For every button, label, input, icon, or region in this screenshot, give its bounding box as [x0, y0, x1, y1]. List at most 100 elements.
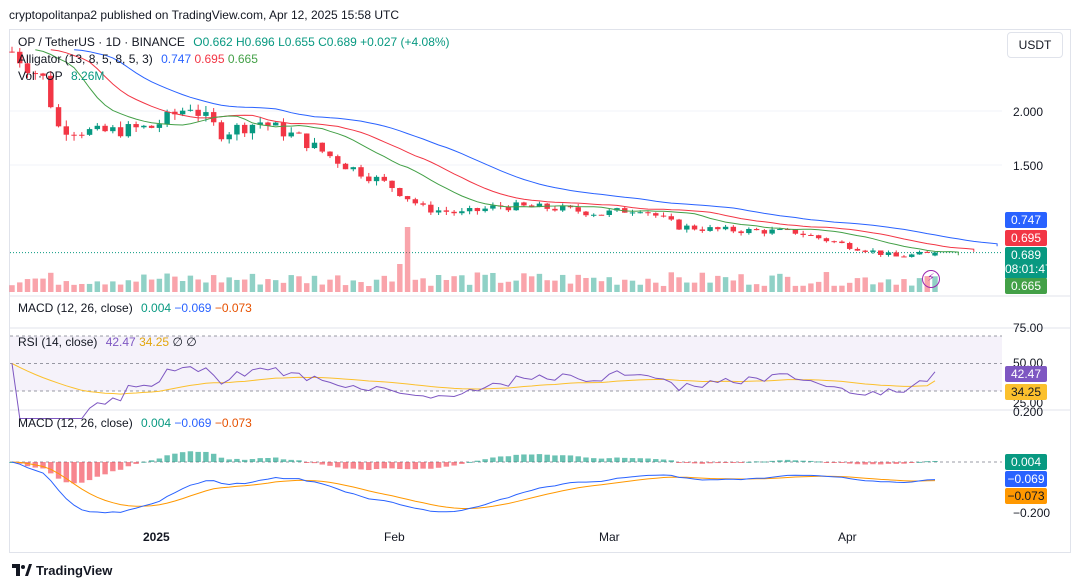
macd-histogram-bar [777, 460, 783, 462]
volume-bar [544, 280, 550, 292]
macd-histogram-bar [676, 462, 682, 463]
macd-signal-badge: −0.073 [1005, 488, 1047, 504]
x-tick-feb: Feb [384, 530, 405, 544]
candle-body [722, 226, 729, 230]
volume-bar [342, 285, 349, 292]
alligator-label: Alligator (13, 8, 5, 8, 5, 3) [18, 52, 153, 66]
candle-body [125, 124, 132, 137]
macd-histogram-bar [583, 457, 589, 462]
macd-histogram-bar [125, 462, 132, 467]
macd-histogram-bar [265, 458, 271, 462]
macd-histogram-bar [474, 460, 481, 462]
macd-histogram-bar [164, 455, 170, 462]
close-value: C0.689 [318, 35, 357, 49]
candle-body [839, 241, 845, 244]
volume-bar [877, 282, 884, 292]
alligator-legend[interactable]: Alligator (13, 8, 5, 8, 5, 3) 0.747 0.69… [18, 52, 258, 66]
candle-body [32, 73, 38, 75]
macd-histogram-bar [862, 462, 868, 465]
volume-bar [653, 282, 659, 292]
candle-body [614, 208, 620, 211]
macd-tick: 0.200 [1013, 405, 1044, 419]
candle-body [187, 109, 194, 111]
macd-histogram-bar [335, 462, 341, 468]
candle-body [707, 227, 713, 231]
candle-body [389, 180, 395, 189]
volume-bar [366, 285, 372, 292]
macd-histogram-bar [505, 456, 512, 462]
rsi-tick: 75.00 [1013, 321, 1044, 335]
candle-body [435, 210, 442, 213]
macd-histogram-bar [544, 454, 550, 462]
candle-body [48, 75, 54, 108]
candle-body [164, 111, 170, 125]
macd-histogram-bar [684, 462, 690, 463]
candle-body [272, 122, 279, 126]
volume-bar [265, 279, 271, 292]
macd-histogram-bar [660, 459, 667, 462]
volume-bar [629, 280, 636, 292]
x-tick-2025: 2025 [143, 530, 170, 544]
volume-bar [474, 272, 481, 292]
volume-bar [187, 275, 194, 292]
macd-legend-1[interactable]: MACD (12, 26, close) 0.004 −0.069 −0.073 [18, 301, 252, 315]
macd-histogram-bar [598, 458, 605, 462]
volume-bar [17, 282, 23, 292]
candle-body [521, 202, 527, 206]
macd-histogram-bar [366, 462, 372, 471]
volume-bar [722, 277, 729, 292]
volume-bar [583, 277, 589, 292]
candle-body [311, 142, 318, 149]
macd-histogram-bar [327, 462, 333, 466]
macd-histogram-bar [195, 451, 201, 462]
candle-body [862, 250, 868, 252]
candle-body [691, 225, 698, 230]
macd-legend-2[interactable]: MACD (12, 26, close) 0.004 −0.069 −0.073 [18, 416, 252, 430]
macd-line [11, 461, 936, 514]
candle-body [327, 151, 333, 157]
volume-bar [311, 275, 318, 292]
volume-bar [71, 284, 77, 292]
footer-brand[interactable]: TradingView [12, 563, 112, 579]
macd-histogram-bar [24, 462, 31, 467]
volume-bar [234, 279, 240, 292]
macd-histogram-bar [187, 451, 194, 462]
volume-bar [32, 278, 38, 292]
lightning-icon[interactable]: ⚡ [922, 270, 940, 288]
volume-bar [466, 284, 473, 292]
macd-histogram-bar [637, 458, 643, 462]
currency-button[interactable]: USDT [1007, 32, 1063, 58]
macd-histogram-bar [536, 454, 543, 462]
candle-body [622, 208, 628, 213]
candle-body [412, 199, 419, 204]
rsi-legend[interactable]: RSI (14, close) 42.47 34.25 ∅ ∅ [18, 335, 197, 349]
symbol-label[interactable]: OP / TetherUS · 1D · BINANCE [18, 35, 185, 49]
rsi-value: 42.47 [105, 335, 136, 349]
candle-body [932, 252, 938, 256]
bar-countdown: 08:01:47 [1005, 262, 1052, 276]
volume-bar [831, 285, 837, 292]
candle-body [559, 205, 566, 211]
macd-histogram-bar [668, 460, 675, 462]
macd-histogram-bar [629, 458, 636, 462]
candle-body [133, 124, 139, 128]
volume-bar [784, 276, 791, 292]
candle-body [505, 206, 512, 211]
tradingview-brand-text: TradingView [36, 563, 113, 578]
candle-body [645, 212, 651, 214]
rsi-ma-value: 34.25 [139, 335, 170, 349]
macd-histogram-bar [622, 457, 628, 462]
candle-body [870, 250, 876, 252]
candle-body [55, 107, 62, 127]
candle-body [676, 219, 682, 230]
volume-bar [482, 274, 488, 292]
candle-body [730, 226, 737, 232]
volume-bar [746, 284, 752, 292]
macd-histogram-bar [404, 462, 411, 470]
candle-body [428, 204, 434, 213]
volume-legend[interactable]: Vol · OP 8.26M [18, 69, 104, 83]
volume-bar [559, 274, 566, 292]
macd2-macd-value: −0.069 [174, 416, 212, 430]
macd-histogram-bar [916, 461, 923, 463]
candle-body [249, 124, 256, 134]
